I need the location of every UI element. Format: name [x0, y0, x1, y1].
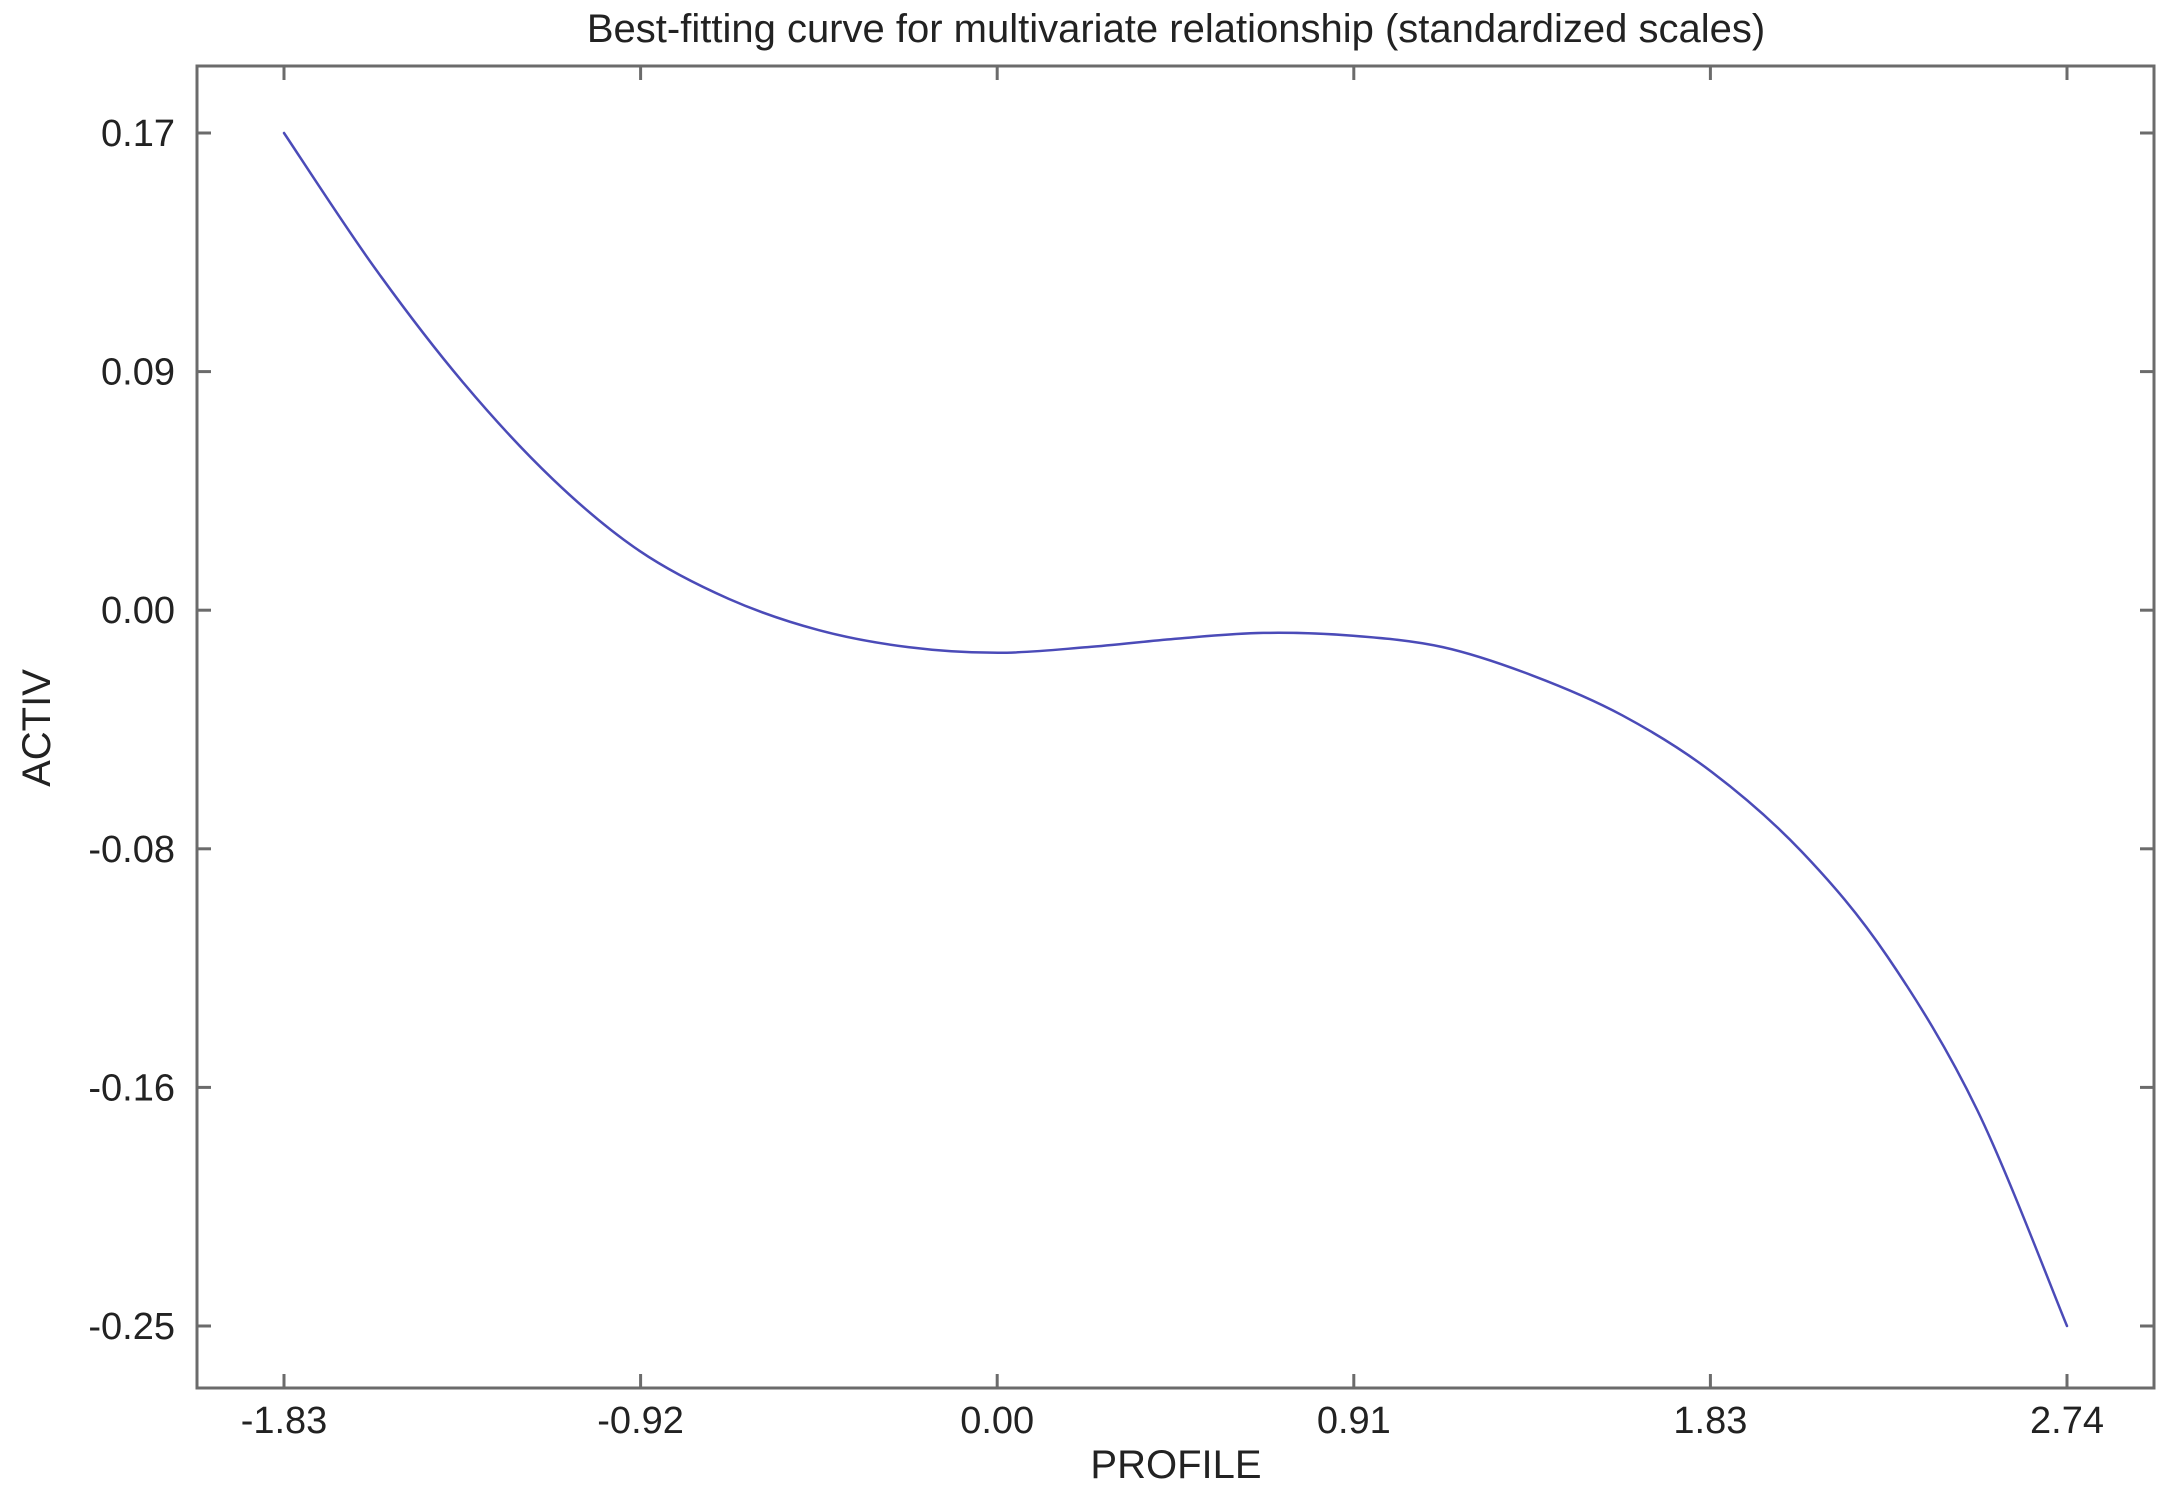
x-tick-label: -0.92 [597, 1400, 684, 1442]
y-axis-title: ACTIV [15, 669, 59, 787]
y-axis-ticks: 0.17 0.09 0.00 -0.08 -0.16 -0.25 [88, 113, 2154, 1348]
y-tick-label: -0.08 [88, 829, 175, 871]
y-tick-label: 0.00 [101, 590, 175, 632]
chart-title: Best-fitting curve for multivariate rela… [587, 7, 1765, 51]
y-tick-label: -0.25 [88, 1306, 175, 1348]
y-tick-label: 0.17 [101, 113, 175, 155]
x-tick-label: 2.74 [2030, 1400, 2104, 1442]
x-tick-label: -1.83 [241, 1400, 328, 1442]
x-tick-label: 0.91 [1317, 1400, 1391, 1442]
fitted-curve-line [282, 131, 2069, 1328]
x-axis-title: PROFILE [1090, 1443, 1261, 1487]
x-tick-label: 0.00 [960, 1400, 1034, 1442]
y-tick-label: 0.09 [101, 352, 175, 394]
x-axis-ticks: -1.83 -0.92 0.00 0.91 1.83 2.74 [241, 66, 2104, 1442]
y-tick-label: -0.16 [88, 1067, 175, 1109]
x-tick-label: 1.83 [1673, 1400, 1747, 1442]
plot-frame [195, 64, 2156, 1390]
